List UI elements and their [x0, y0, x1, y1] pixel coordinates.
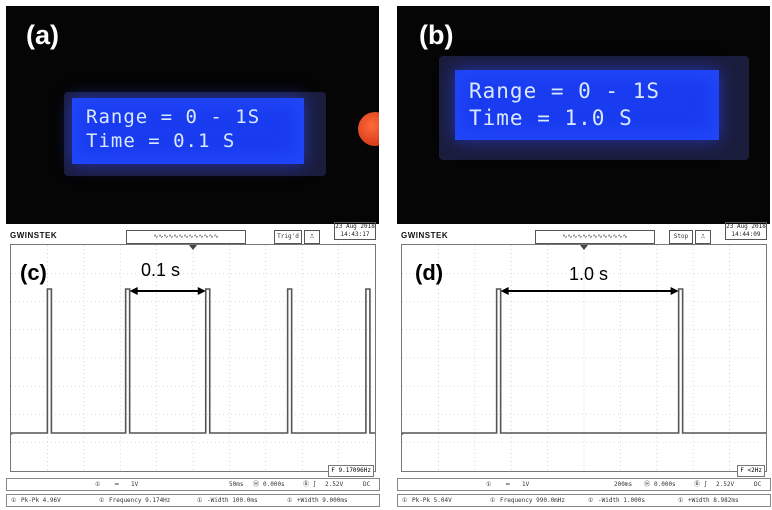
trigger-level: 2.52V: [325, 481, 344, 488]
status-bar: ① ═ 1V 200ms Ⓗ 0.000s Ⓑ ∫ 2.52V DC: [397, 478, 771, 491]
panel-label-d: (d): [415, 260, 444, 285]
panel-label-b: (b): [419, 20, 454, 50]
lcd-screen: Range = 0 - 1S Time = 1.0 S: [455, 70, 719, 140]
meas-neg-width: -Width 100.0ms: [207, 497, 258, 504]
meas-pos-width: +Width 8.982ms: [688, 497, 739, 504]
arrow-head-right: [197, 287, 206, 295]
coupling: DC: [363, 481, 371, 488]
time-text: 14:44:09: [731, 231, 761, 238]
frequency-box: F <2Hz: [737, 465, 765, 477]
arrow-head-left: [500, 287, 509, 295]
waveform-preview: ∿∿∿∿∿∿∿∿∿∿∿∿∿: [535, 230, 655, 244]
coupling: DC: [754, 481, 762, 488]
horizontal-offset: 0.000s: [263, 481, 285, 488]
date-text: 23 Aug 2018: [726, 223, 766, 230]
lcd-photo-a: (a) Range = 0 - 1S Time = 0.1 S: [6, 6, 379, 224]
scope-grid: ▸: [10, 244, 376, 472]
meas-pkpk: Pk-Pk 5.04V: [412, 497, 452, 504]
time-text: 14:43:17: [340, 231, 370, 238]
red-knob: [358, 112, 379, 146]
meas-frequency: Frequency 9.174Hz: [109, 497, 171, 504]
ground-marker: ▸: [401, 430, 404, 438]
lcd-line-range: Range = 0 - 1S: [86, 106, 261, 128]
trigger-status: Stop: [669, 230, 693, 244]
frequency-box-value: 9.17096Hz: [338, 467, 371, 474]
date-text: 23 Aug 2018: [335, 223, 375, 230]
meas-neg-width: -Width 1.000s: [598, 497, 645, 504]
date-time: 23 Aug 2018 14:43:17: [334, 222, 376, 240]
brand-logo: GWINSTEK: [401, 231, 449, 240]
horizontal-offset: 0.000s: [654, 481, 676, 488]
period-annotation: 0.1 s: [141, 260, 181, 280]
trigger-marker: [189, 245, 197, 250]
pulse-icon: ⎍: [695, 230, 711, 244]
panel-label-a: (a): [26, 20, 59, 50]
trigger-marker: [580, 245, 588, 250]
pulse-icon: ⎍: [304, 230, 320, 244]
frequency-box: F 9.17096Hz: [328, 465, 374, 477]
period-annotation: 1.0 s: [569, 264, 609, 284]
meas-pkpk: Pk-Pk 4.96V: [21, 497, 61, 504]
waveform-preview: ∿∿∿∿∿∿∿∿∿∿∿∿∿: [126, 230, 246, 244]
scope-c: GWINSTEK ∿∿∿∿∿∿∿∿∿∿∿∿∿ Trig'd ⎍ 23 Aug 2…: [4, 222, 380, 508]
scope-d: GWINSTEK ∿∿∿∿∿∿∿∿∿∿∿∿∿ Stop ⎍ 23 Aug 201…: [395, 222, 771, 508]
channel-scale: 1V: [131, 481, 139, 488]
scope-grid: ▸: [401, 244, 767, 472]
brand-logo: GWINSTEK: [10, 231, 58, 240]
waveform-trace: [11, 288, 375, 434]
meas-pos-width: +Width 9.000ms: [297, 497, 348, 504]
lcd-screen: Range = 0 - 1S Time = 0.1 S: [72, 98, 304, 164]
waveform-trace: [402, 288, 766, 434]
arrow-head-right: [670, 287, 679, 295]
status-bar: ① ═ 1V 50ms Ⓗ 0.000s Ⓑ ∫ 2.52V DC: [6, 478, 380, 491]
channel-scale: 1V: [522, 481, 530, 488]
measurement-bar: ① Pk-Pk 4.96V ① Frequency 9.174Hz ① -Width …: [6, 494, 380, 507]
measurement-bar: ① Pk-Pk 5.04V ① Frequency 990.0mHz ① -Width…: [397, 494, 771, 507]
trigger-status: Trig'd: [274, 230, 302, 244]
timebase: 50ms: [229, 481, 244, 488]
trigger-level: 2.52V: [716, 481, 735, 488]
meas-frequency: Frequency 990.0mHz: [500, 497, 566, 504]
lcd-line-time: Time = 0.1 S: [86, 130, 236, 152]
date-time: 23 Aug 2018 14:44:09: [725, 222, 767, 240]
ground-marker: ▸: [10, 430, 13, 438]
lcd-line-time: Time = 1.0 S: [469, 106, 633, 130]
lcd-photo-b: (b) Range = 0 - 1S Time = 1.0 S: [397, 6, 770, 224]
frequency-box-value: <2Hz: [747, 467, 762, 474]
lcd-line-range: Range = 0 - 1S: [469, 79, 661, 103]
panel-label-c: (c): [20, 260, 47, 285]
arrow-head-left: [129, 287, 138, 295]
timebase: 200ms: [614, 481, 633, 488]
